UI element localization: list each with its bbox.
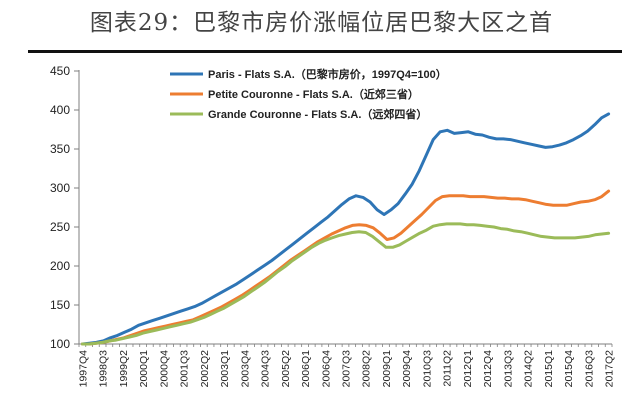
x-tick-label: 2003Q4 <box>239 350 251 388</box>
chart-axes <box>78 70 612 345</box>
x-tick-label: 2016Q3 <box>583 350 595 388</box>
series-line-1 <box>80 112 611 346</box>
x-tick-label: 2015Q1 <box>543 350 555 388</box>
x-tick-label: 1997Q4 <box>77 350 89 388</box>
x-tick-label: 2001Q3 <box>179 350 191 388</box>
series-line-3 <box>80 222 611 346</box>
x-tick-label: 2012Q4 <box>482 350 494 388</box>
x-tick-label: 2006Q1 <box>300 350 312 388</box>
y-tick-label: 350 <box>50 142 70 156</box>
x-axis-ticks: 1997Q4 1998Q3 1999Q2 2000Q1 2000Q4 2001Q3 2002… <box>77 344 616 388</box>
x-tick-label: 2008Q2 <box>361 350 373 388</box>
legend-label-1: Paris - Flats S.A.（巴黎市房价，1997Q4=100） <box>208 67 447 81</box>
x-tick-label: 2003Q1 <box>219 350 231 388</box>
x-tick-label: 2007Q3 <box>341 350 353 388</box>
legend: Paris - Flats S.A.（巴黎市房价，1997Q4=100） Peti… <box>170 67 447 121</box>
x-tick-label: 2010Q3 <box>421 350 433 388</box>
x-tick-label: 2011Q2 <box>442 350 454 387</box>
series-lines <box>80 112 611 346</box>
y-tick-label: 200 <box>50 259 70 273</box>
x-tick-label: 2005Q2 <box>280 350 292 388</box>
series-line-2 <box>80 189 611 346</box>
x-tick-label: 2015Q4 <box>563 350 575 388</box>
y-tick-label: 300 <box>50 181 70 195</box>
x-tick-label: 2000Q1 <box>138 350 150 388</box>
x-tick-label: 1998Q3 <box>98 350 110 388</box>
x-tick-label: 2000Q4 <box>158 350 170 388</box>
y-tick-label: 150 <box>50 298 70 312</box>
x-tick-label: 2013Q3 <box>502 350 514 388</box>
y-tick-label: 100 <box>50 337 70 351</box>
x-tick-label: 2009Q1 <box>381 350 393 388</box>
x-tick-label: 2002Q2 <box>199 350 211 388</box>
y-tick-label: 450 <box>50 64 70 78</box>
y-tick-label: 250 <box>50 220 70 234</box>
x-tick-label: 2012Q1 <box>462 350 474 388</box>
figure-title: 图表29：巴黎市房价涨幅位居巴黎大区之首 <box>89 10 554 36</box>
y-axis-ticks: 100 150 200 250 300 350 400 450 <box>50 64 79 351</box>
y-tick-label: 400 <box>50 103 70 117</box>
x-tick-label: 2017Q2 <box>604 350 616 388</box>
legend-label-2: Petite Couronne - Flats S.A.（近郊三省） <box>208 87 419 101</box>
x-tick-label: 2004Q3 <box>260 350 272 388</box>
x-tick-label: 1999Q2 <box>118 350 130 388</box>
legend-label-3: Grande Couronne - Flats S.A.（远郊四省） <box>208 107 427 121</box>
x-tick-label: 2014Q2 <box>523 350 535 388</box>
x-tick-label: 2006Q4 <box>320 350 332 388</box>
x-tick-label: 2009Q4 <box>401 350 413 388</box>
title-divider <box>28 50 622 53</box>
